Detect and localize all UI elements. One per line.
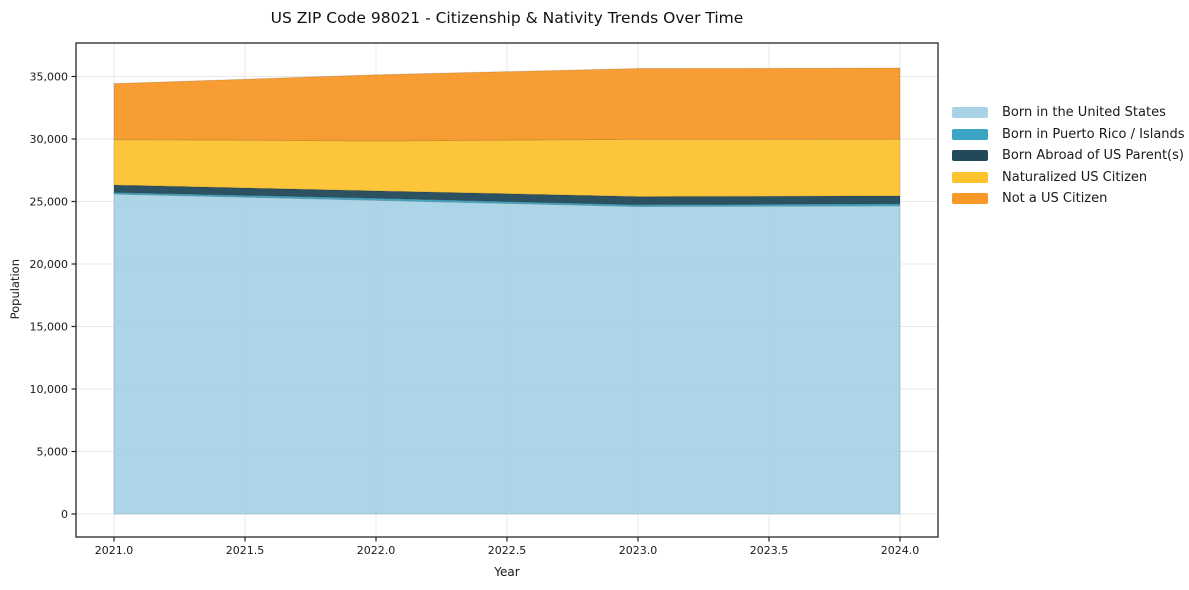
legend-item-label: Born Abroad of US Parent(s) (1002, 148, 1184, 163)
legend-swatch-icon (952, 150, 988, 161)
y-axis-title: Population (8, 259, 22, 320)
y-tick-label: 25,000 (30, 195, 69, 208)
legend-item-label: Not a US Citizen (1002, 191, 1108, 206)
legend-item: Born Abroad of US Parent(s) (952, 148, 1185, 163)
area-series (113, 191, 901, 208)
y-tick-label: 0 (61, 508, 68, 521)
legend-item-label: Born in the United States (1002, 105, 1166, 120)
legend-swatch-icon (952, 171, 988, 183)
area-series (113, 193, 901, 515)
y-tick-label: 20,000 (30, 258, 69, 271)
x-tick-label: 2023.5 (750, 544, 789, 557)
area-series (113, 67, 901, 142)
legend-item-label: Born in Puerto Rico / Islands (1002, 126, 1185, 142)
legend-swatch-icon (952, 128, 988, 140)
y-tick-label: 5,000 (37, 445, 69, 458)
x-tick-label: 2023.0 (619, 544, 658, 557)
legend: Born in the United States Born in Puerto … (952, 105, 1185, 206)
legend-item: Naturalized US Citizen (952, 169, 1185, 185)
x-tick-label: 2022.0 (357, 544, 396, 557)
legend-item: Not a US Citizen (952, 191, 1185, 206)
legend-item-label: Naturalized US Citizen (1002, 169, 1148, 185)
area-series (113, 138, 901, 198)
x-tick-label: 2024.0 (881, 544, 920, 557)
y-tick-label: 10,000 (30, 383, 69, 396)
legend-swatch-icon (952, 193, 988, 204)
legend-swatch-icon (952, 107, 988, 118)
legend-item: Born in Puerto Rico / Islands (952, 126, 1185, 142)
y-tick-label: 15,000 (30, 320, 69, 333)
x-tick-label: 2021.0 (95, 544, 134, 557)
x-axis-title: Year (494, 565, 520, 579)
y-tick-label: 35,000 (30, 70, 69, 83)
legend-item: Born in the United States (952, 105, 1185, 120)
y-tick-label: 30,000 (30, 133, 69, 146)
x-tick-label: 2022.5 (488, 544, 527, 557)
chart-title: US ZIP Code 98021 - Citizenship & Nativi… (270, 9, 744, 27)
area-series (113, 184, 901, 206)
x-tick-label: 2021.5 (226, 544, 265, 557)
